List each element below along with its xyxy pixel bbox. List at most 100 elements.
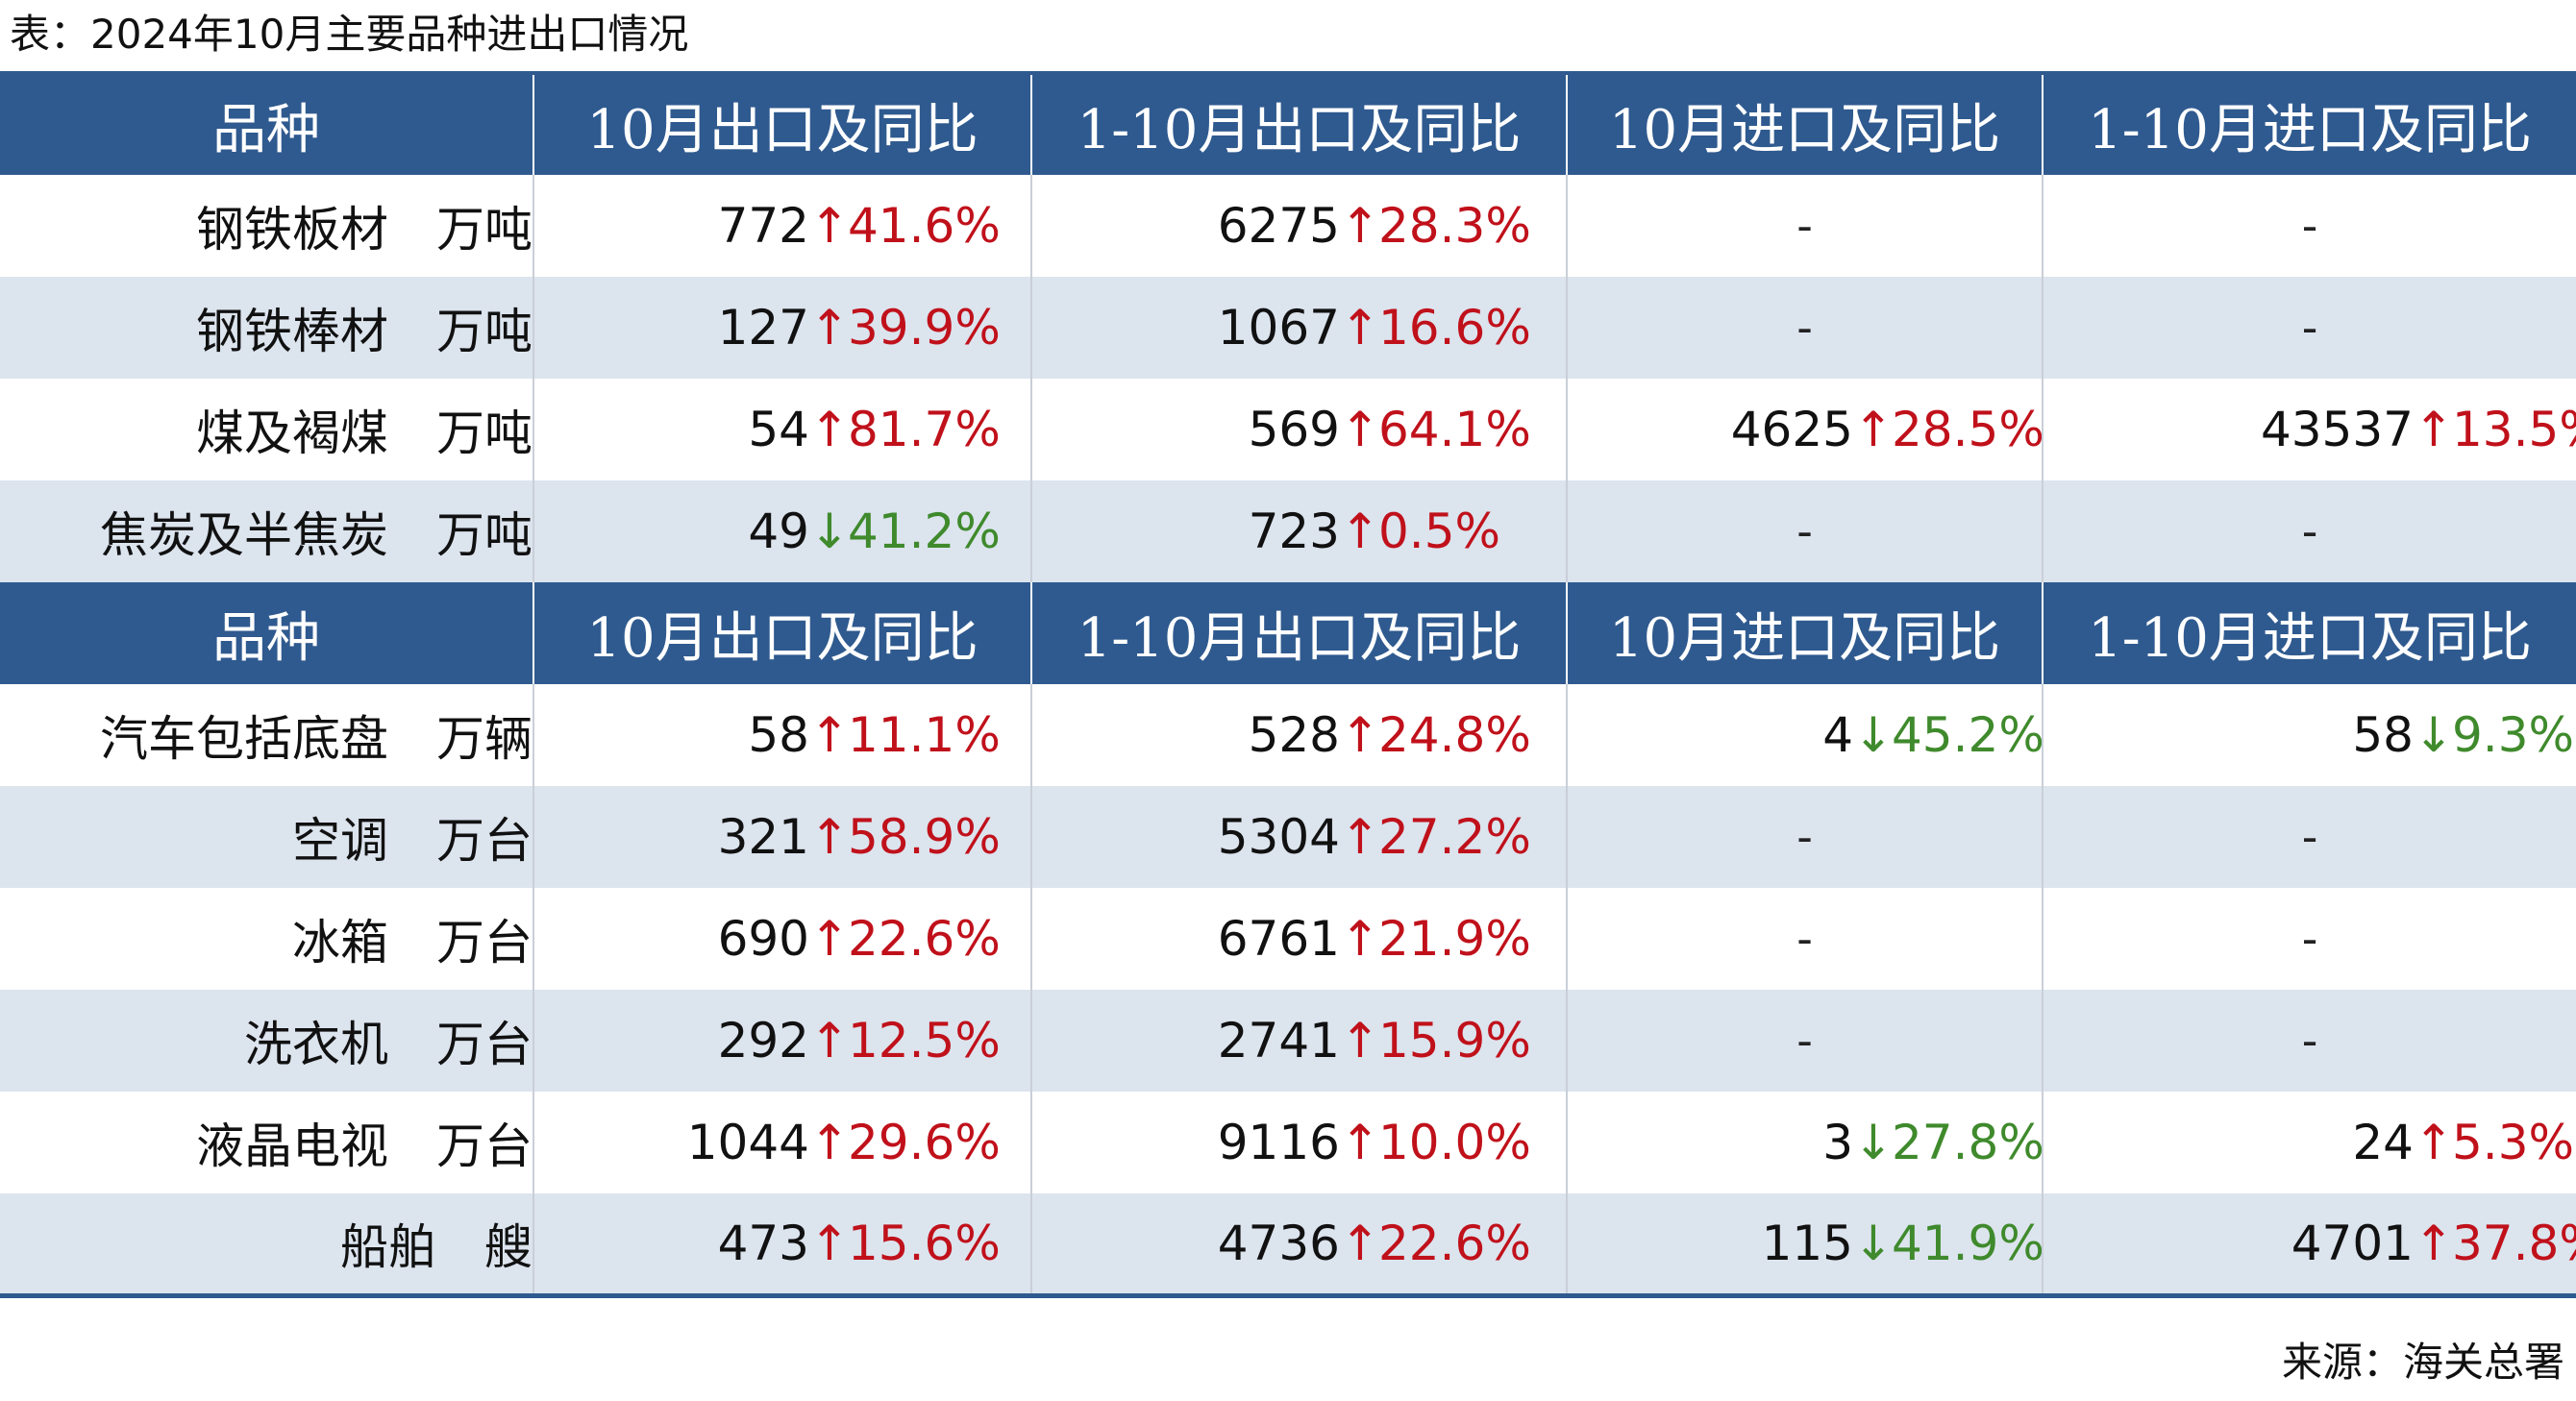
item-name: 空调 xyxy=(292,813,388,869)
table-row: 钢铁板材 万吨 772 ↑ 41.6% 6275 ↑ 28.3% - - xyxy=(0,175,2576,277)
value-cell-oct-import: 115 ↓ 41.9% xyxy=(1566,1193,2043,1298)
value-cell-ytd-import: 24 ↑ 5.3% xyxy=(2042,1092,2576,1193)
table-row: 船舶艘 473 ↑ 15.6% 4736 ↑ 22.6% 115 ↓ 41.9% 4701 ↑ 37.8… xyxy=(0,1193,2576,1298)
no-data-dash: - xyxy=(1796,913,1813,965)
arrow-down-icon: ↓ xyxy=(809,504,850,559)
arrow-up-icon: ↑ xyxy=(2414,402,2454,457)
value-cell-oct-export: 54 ↑ 81.7% xyxy=(533,379,1031,480)
header-oct-import: 10月进口及同比 xyxy=(1566,582,2043,684)
value-number: 3 xyxy=(1822,1115,1853,1170)
yoy-change: 11.1% xyxy=(848,707,1001,763)
item-cell: 煤及褐煤 万吨 xyxy=(0,379,533,480)
value-cell-ytd-import: - xyxy=(2042,888,2576,990)
item-cell: 冰箱 万台 xyxy=(0,888,533,990)
item-unit: 万吨 xyxy=(436,406,533,461)
table-row: 钢铁棒材 万吨 127 ↑ 39.9% 1067 ↑ 16.6% - - xyxy=(0,277,2576,379)
yoy-change: 37.8% xyxy=(2452,1215,2576,1271)
value-number: 4736 xyxy=(1217,1215,1340,1271)
value-number: 4701 xyxy=(2291,1215,2414,1271)
value-cell-oct-export: 1044 ↑ 29.6% xyxy=(533,1092,1031,1193)
item-cell: 空调 万台 xyxy=(0,786,533,888)
value-number: 127 xyxy=(717,300,809,356)
item-name: 焦炭及半焦炭 xyxy=(100,507,388,563)
arrow-up-icon: ↑ xyxy=(809,402,850,457)
header-ytd-export: 1-10月出口及同比 xyxy=(1030,73,1567,175)
arrow-up-icon: ↑ xyxy=(1340,198,1380,254)
table-row: 液晶电视 万台 1044 ↑ 29.6% 9116 ↑ 10.0% 3 ↓ 27.8% 24 ↑ 5.3% xyxy=(0,1092,2576,1193)
yoy-change: 27.2% xyxy=(1378,809,1531,865)
yoy-change: 81.7% xyxy=(848,402,1001,457)
value-cell-oct-import: - xyxy=(1566,277,2043,379)
header-ytd-import: 1-10月进口及同比 xyxy=(2042,582,2576,684)
value-cell-ytd-export: 6275 ↑ 28.3% xyxy=(1030,175,1567,277)
item-unit: 万台 xyxy=(436,1017,533,1072)
arrow-up-icon: ↑ xyxy=(1853,402,1894,457)
no-data-dash: - xyxy=(1796,302,1813,354)
yoy-change: 28.3% xyxy=(1378,198,1531,254)
header-row: 品种 10月出口及同比 1-10月出口及同比 10月进口及同比 1-10月进口及同比 xyxy=(0,73,2576,175)
value-cell-oct-import: - xyxy=(1566,888,2043,990)
value-cell-ytd-export: 6761 ↑ 21.9% xyxy=(1030,888,1567,990)
arrow-up-icon: ↑ xyxy=(1340,504,1380,559)
arrow-down-icon: ↓ xyxy=(1853,707,1894,763)
value-number: 9116 xyxy=(1217,1115,1340,1170)
item-cell: 钢铁棒材 万吨 xyxy=(0,277,533,379)
value-number: 321 xyxy=(717,809,809,865)
value-number: 4625 xyxy=(1730,402,1853,457)
header-ytd-import: 1-10月进口及同比 xyxy=(2042,73,2576,175)
yoy-change: 39.9% xyxy=(848,300,1001,356)
value-number: 6761 xyxy=(1217,911,1340,967)
value-cell-oct-import: - xyxy=(1566,480,2043,582)
item-name: 液晶电视 xyxy=(196,1118,388,1174)
value-cell-oct-export: 127 ↑ 39.9% xyxy=(533,277,1031,379)
item-unit: 万台 xyxy=(436,813,533,869)
value-cell-ytd-import: 58 ↓ 9.3% xyxy=(2042,684,2576,786)
yoy-change: 24.8% xyxy=(1378,707,1531,763)
item-cell: 钢铁板材 万吨 xyxy=(0,175,533,277)
value-cell-ytd-export: 723 ↑ 0.5% xyxy=(1030,480,1567,582)
arrow-up-icon: ↑ xyxy=(1340,809,1380,865)
arrow-up-icon: ↑ xyxy=(809,911,850,967)
item-cell: 焦炭及半焦炭 万吨 xyxy=(0,480,533,582)
value-cell-ytd-export: 4736 ↑ 22.6% xyxy=(1030,1193,1567,1298)
value-number: 58 xyxy=(748,707,809,763)
item-name: 汽车包括底盘 xyxy=(100,711,388,767)
yoy-change: 29.6% xyxy=(848,1115,1001,1170)
item-name: 洗衣机 xyxy=(244,1017,388,1072)
item-name: 冰箱 xyxy=(292,915,388,971)
value-number: 115 xyxy=(1761,1215,1853,1271)
arrow-up-icon: ↑ xyxy=(1340,1013,1380,1069)
trade-table-body: 品种 10月出口及同比 1-10月出口及同比 10月进口及同比 1-10月进口及同比 钢铁… xyxy=(0,73,2576,1298)
yoy-change: 64.1% xyxy=(1378,402,1531,457)
no-data-dash: - xyxy=(2301,200,2318,252)
arrow-up-icon: ↑ xyxy=(1340,300,1380,356)
arrow-up-icon: ↑ xyxy=(809,198,850,254)
value-cell-ytd-import: - xyxy=(2042,990,2576,1092)
item-unit: 万台 xyxy=(436,1118,533,1174)
yoy-change: 15.9% xyxy=(1378,1013,1531,1069)
table-row: 空调 万台 321 ↑ 58.9% 5304 ↑ 27.2% - - xyxy=(0,786,2576,888)
header-ytd-export: 1-10月出口及同比 xyxy=(1030,582,1567,684)
value-number: 2741 xyxy=(1217,1013,1340,1069)
value-cell-ytd-export: 1067 ↑ 16.6% xyxy=(1030,277,1567,379)
value-number: 1044 xyxy=(686,1115,809,1170)
header-oct-export: 10月出口及同比 xyxy=(533,582,1031,684)
yoy-change: 21.9% xyxy=(1378,911,1531,967)
arrow-up-icon: ↑ xyxy=(809,707,850,763)
value-cell-oct-import: - xyxy=(1566,786,2043,888)
value-number: 58 xyxy=(2352,707,2414,763)
trade-table: 品种 10月出口及同比 1-10月出口及同比 10月进口及同比 1-10月进口及同比 钢铁… xyxy=(0,71,2576,1298)
no-data-dash: - xyxy=(2301,302,2318,354)
arrow-down-icon: ↓ xyxy=(2414,707,2454,763)
arrow-up-icon: ↑ xyxy=(2414,1115,2454,1170)
arrow-up-icon: ↑ xyxy=(2414,1215,2454,1271)
table-row: 汽车包括底盘 万辆 58 ↑ 11.1% 528 ↑ 24.8% 4 ↓ 45.2% 58 ↓ 9.3% xyxy=(0,684,2576,786)
table-caption: 表：2024年10月主要品种进出口情况 xyxy=(10,11,689,58)
value-cell-ytd-export: 5304 ↑ 27.2% xyxy=(1030,786,1567,888)
arrow-up-icon: ↑ xyxy=(809,1013,850,1069)
yoy-change: 27.8% xyxy=(1892,1115,2043,1170)
yoy-change: 15.6% xyxy=(848,1215,1001,1271)
value-number: 690 xyxy=(717,911,809,967)
value-cell-ytd-import: - xyxy=(2042,277,2576,379)
yoy-change: 22.6% xyxy=(848,911,1001,967)
